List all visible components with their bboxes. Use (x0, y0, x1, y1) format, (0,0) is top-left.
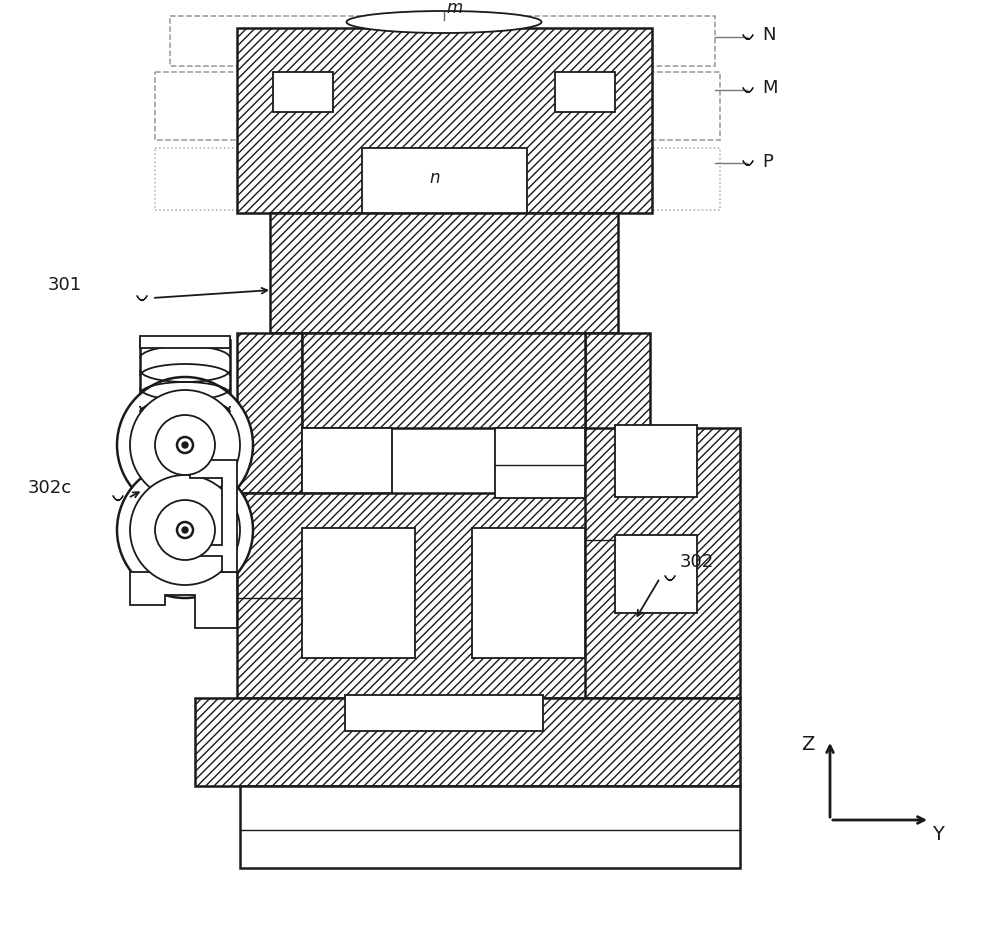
Ellipse shape (347, 11, 542, 33)
Text: M: M (762, 79, 778, 97)
Bar (302, 333, 585, 428)
Bar (273, 72, 333, 112)
Bar (155, 72, 720, 140)
Text: Y: Y (932, 825, 944, 843)
Text: n: n (430, 169, 440, 187)
Circle shape (177, 522, 193, 538)
Circle shape (117, 377, 253, 513)
Bar (170, 16, 715, 66)
Bar (302, 428, 392, 493)
Polygon shape (190, 460, 237, 572)
Bar (615, 425, 697, 497)
Bar (345, 695, 543, 731)
Bar (237, 333, 302, 493)
Bar (302, 528, 415, 658)
Bar (240, 786, 740, 868)
Text: m: m (447, 0, 463, 17)
Text: 302: 302 (680, 553, 714, 571)
Text: 301: 301 (48, 276, 82, 294)
Circle shape (155, 500, 215, 560)
Bar (195, 698, 740, 786)
Text: 302c: 302c (28, 479, 72, 497)
Text: Z: Z (801, 735, 815, 754)
Bar (140, 340, 230, 440)
Text: P: P (762, 153, 773, 171)
Circle shape (130, 475, 240, 585)
Circle shape (182, 442, 188, 448)
Bar (237, 493, 650, 698)
Bar (615, 535, 697, 613)
Circle shape (130, 390, 240, 500)
Circle shape (155, 415, 215, 475)
Polygon shape (130, 572, 237, 628)
Text: N: N (762, 26, 776, 44)
Bar (237, 28, 652, 213)
Bar (495, 428, 585, 498)
Bar (585, 333, 650, 493)
Bar (555, 72, 615, 112)
Bar (472, 528, 585, 658)
Bar (270, 213, 618, 333)
Bar (155, 148, 720, 210)
Bar (140, 336, 230, 348)
Bar (585, 428, 740, 698)
Circle shape (117, 462, 253, 598)
Bar (362, 148, 527, 213)
Circle shape (177, 437, 193, 453)
Circle shape (182, 527, 188, 533)
